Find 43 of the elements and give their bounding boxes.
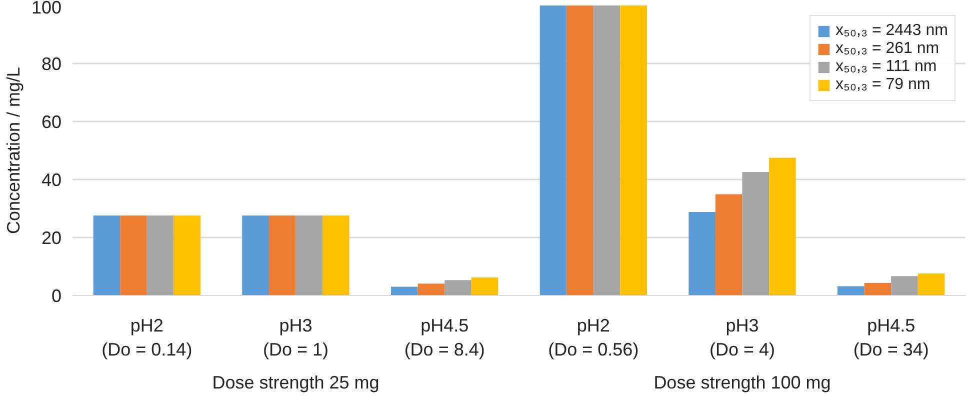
bar: [93, 215, 120, 296]
bar: [918, 273, 945, 296]
bar: [418, 284, 445, 296]
y-axis-title: Concentration / mg/L: [3, 66, 24, 234]
bar: [742, 172, 770, 296]
y-tick-label: 100: [31, 0, 62, 18]
bar: [838, 286, 864, 296]
y-tick-label: 20: [41, 228, 62, 248]
bar: [891, 276, 918, 296]
bar: [174, 215, 200, 296]
bar: [620, 6, 647, 296]
legend-label: x₅₀,₃ = 79 nm: [835, 76, 930, 94]
bar: [471, 278, 498, 296]
x-tick-label: pH3 (Do = 4): [709, 316, 776, 360]
bar: [864, 283, 892, 296]
bar: [769, 158, 796, 296]
legend-label: x₅₀,₃ = 2443 nm: [835, 22, 948, 40]
bar: [715, 194, 742, 296]
bar: [296, 215, 323, 296]
y-tick-label: 0: [51, 286, 62, 306]
bar: [322, 215, 350, 296]
bar: [146, 215, 174, 296]
text: Dose strength 100 mg: [654, 372, 831, 392]
x-tick-label: pH4.5 (Do = 34): [853, 316, 929, 360]
bar: [268, 215, 296, 296]
x-tick-label: pH2 (Do = 0.14): [102, 316, 192, 360]
y-tick-label: 40: [41, 170, 62, 190]
bar: [391, 286, 418, 296]
bar: [566, 6, 594, 296]
legend-label: x₅₀,₃ = 261 nm: [835, 40, 940, 58]
x-tick-label: pH2 (Do = 0.56): [548, 316, 639, 360]
legend-label: x₅₀,₃ = 111 nm: [835, 58, 937, 76]
y-tick-label: 80: [41, 54, 62, 74]
bar: [540, 6, 567, 296]
x-tick-label: pH4.5 (Do = 8.4): [404, 316, 485, 360]
bar: [688, 212, 716, 296]
x-tick-label: pH3 (Do = 1): [262, 316, 329, 360]
bar: [593, 6, 620, 296]
bar: [242, 215, 269, 296]
text: Dose strength 25 mg: [212, 372, 380, 392]
bar: [120, 215, 147, 296]
y-tick-label: 60: [41, 112, 62, 132]
bar: [444, 280, 472, 296]
